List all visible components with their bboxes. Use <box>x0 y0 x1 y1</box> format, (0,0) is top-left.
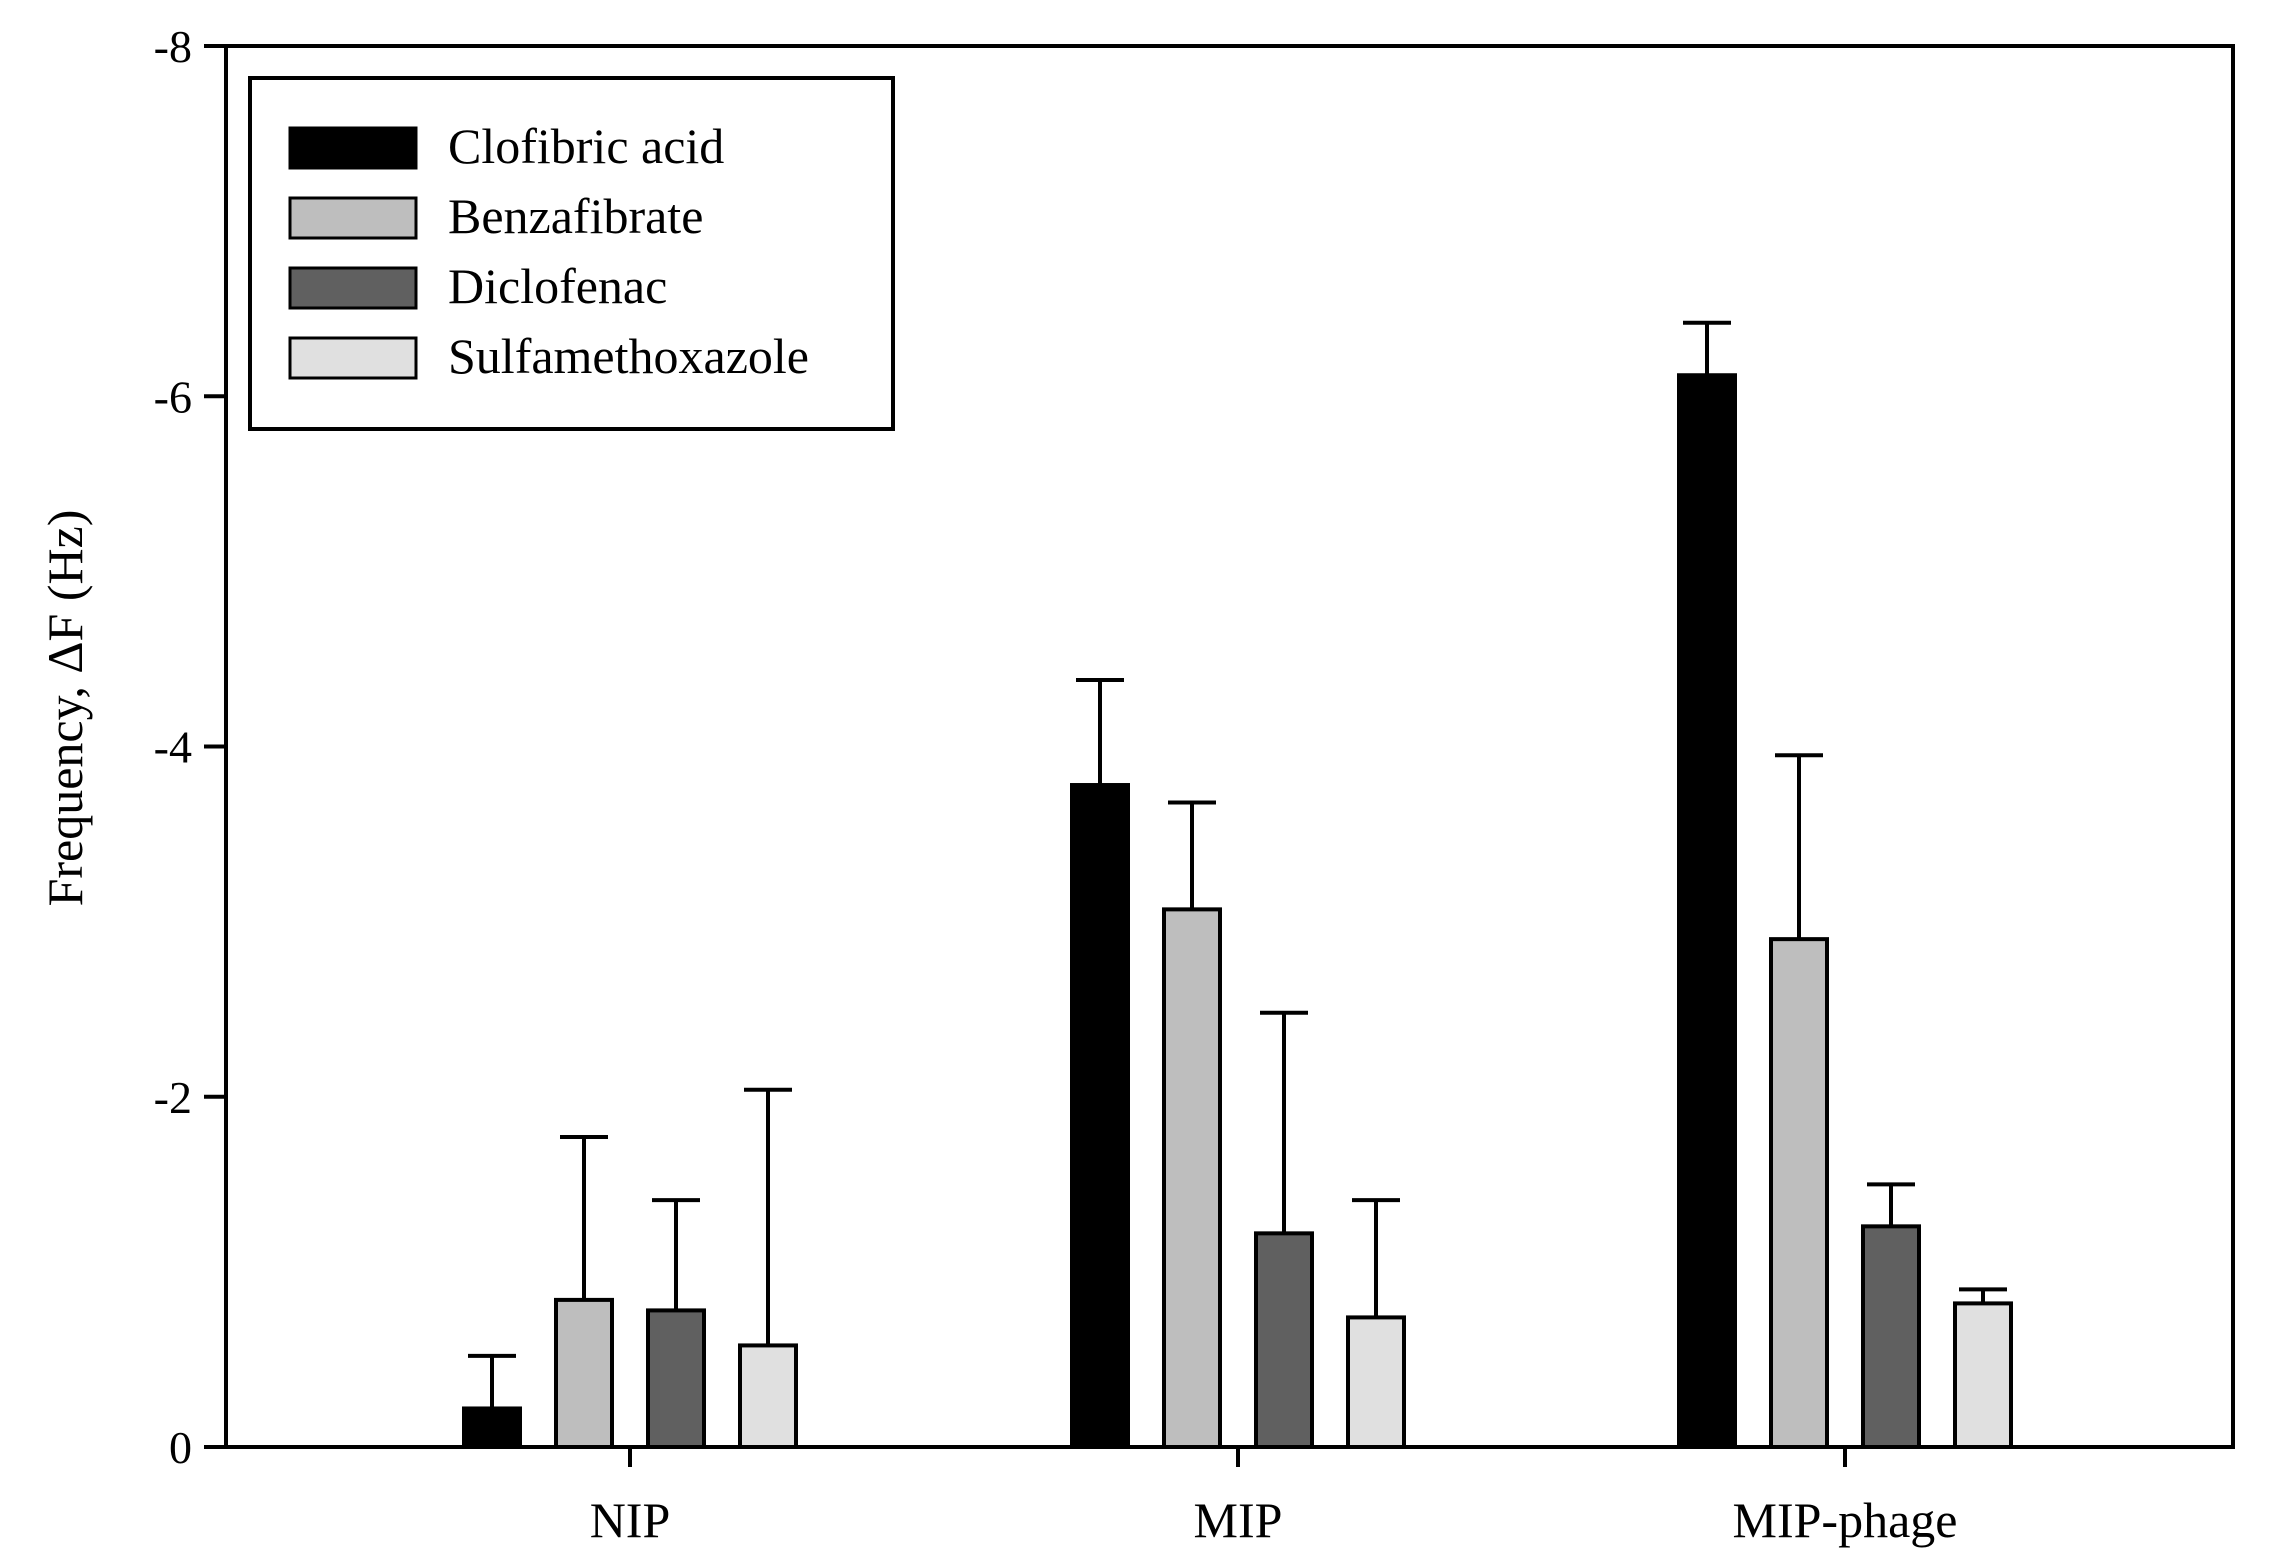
x-tick-label-mip: MIP <box>1194 1492 1283 1548</box>
bar-sulfamethoxazole-mip-phage <box>1953 1301 2013 1449</box>
bar-benzafibrate-mip-phage <box>1769 937 1829 1449</box>
x-tick-label-mip-phage: MIP-phage <box>1733 1492 1958 1548</box>
y-tick-label-2: -4 <box>154 722 192 773</box>
legend-label-clofibric-acid: Clofibric acid <box>448 118 724 174</box>
bar-sulfamethoxazole-mip <box>1346 1315 1406 1449</box>
bar-sulfamethoxazole-nip <box>738 1343 798 1449</box>
y-tick-label-3: -6 <box>154 371 192 422</box>
bar-diclofenac-nip <box>646 1308 706 1449</box>
bar-diclofenac-mip-phage <box>1861 1224 1921 1450</box>
bar-benzafibrate-mip <box>1162 907 1222 1449</box>
y-axis-title: Frequency, ΔF (Hz) <box>37 510 93 907</box>
bar-benzafibrate-nip <box>554 1297 614 1450</box>
y-tick-label-0: 0 <box>169 1422 192 1473</box>
legend-swatch-clofibric-acid <box>288 126 418 170</box>
bar-clofibric-acid-mip-phage <box>1677 373 1737 1449</box>
bar-clofibric-acid-nip <box>462 1406 522 1450</box>
legend-swatch-sulfamethoxazole <box>288 336 418 380</box>
legend-label-sulfamethoxazole: Sulfamethoxazole <box>448 328 809 384</box>
legend-swatch-benzafibrate <box>288 196 418 240</box>
legend-label-benzafibrate: Benzafibrate <box>448 188 703 244</box>
y-tick-label-1: -2 <box>154 1072 192 1123</box>
bar-diclofenac-mip <box>1254 1231 1314 1450</box>
y-tick-label-4: -8 <box>154 21 192 72</box>
legend-label-diclofenac: Diclofenac <box>448 258 667 314</box>
legend-swatch-diclofenac <box>288 266 418 310</box>
x-tick-label-nip: NIP <box>590 1492 671 1548</box>
bar-clofibric-acid-mip <box>1070 783 1130 1449</box>
